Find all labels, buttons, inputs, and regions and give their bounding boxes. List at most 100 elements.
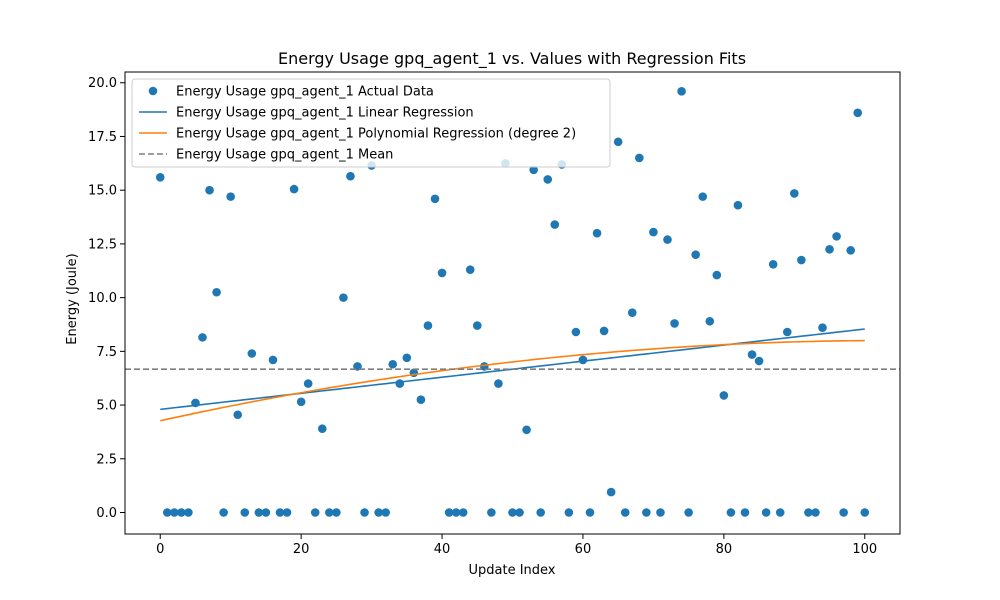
y-tick-label: 5.0 <box>96 399 117 414</box>
data-point <box>684 508 693 517</box>
data-point <box>663 235 672 244</box>
data-point <box>458 508 468 517</box>
data-point <box>613 137 623 147</box>
y-tick-label: 7.5 <box>96 345 117 360</box>
data-point <box>726 508 736 517</box>
data-point <box>853 108 863 118</box>
data-point <box>346 171 355 181</box>
data-point <box>642 508 651 517</box>
data-point <box>381 508 390 517</box>
data-point <box>649 227 658 237</box>
data-point <box>205 185 214 195</box>
data-point <box>599 326 609 336</box>
data-point <box>698 192 708 201</box>
data-point <box>395 379 405 388</box>
x-tick-label: 60 <box>575 542 592 557</box>
data-point <box>339 293 348 302</box>
data-point <box>374 508 383 517</box>
data-point <box>233 410 243 420</box>
data-point <box>578 355 588 365</box>
data-point <box>712 270 722 280</box>
data-point <box>564 508 574 517</box>
y-tick-label: 0.0 <box>96 506 117 521</box>
data-point <box>303 379 313 388</box>
data-point <box>585 508 595 517</box>
data-point <box>430 194 440 204</box>
data-point <box>606 487 616 497</box>
data-point <box>515 508 524 517</box>
legend-label: Energy Usage gpq_agent_1 Mean <box>176 148 393 163</box>
data-point <box>782 327 792 337</box>
y-tick-label: 12.5 <box>88 237 117 252</box>
data-point <box>775 508 785 517</box>
x-tick-label: 20 <box>293 542 310 557</box>
data-point <box>804 508 813 517</box>
y-tick-label: 20.0 <box>88 76 117 91</box>
data-point <box>508 508 517 517</box>
y-tick-label: 17.5 <box>88 130 117 145</box>
data-point <box>571 327 581 337</box>
x-tick-label: 100 <box>852 542 877 557</box>
data-point <box>529 165 538 175</box>
data-point <box>860 508 870 517</box>
data-point <box>296 397 306 407</box>
data-point <box>219 508 228 517</box>
x-tick-label: 80 <box>716 542 733 557</box>
x-tick-label: 40 <box>434 542 451 557</box>
data-point <box>437 268 447 278</box>
y-tick-label: 10.0 <box>88 291 117 306</box>
legend-label: Energy Usage gpq_agent_1 Linear Regressi… <box>176 106 474 121</box>
data-point <box>790 189 799 198</box>
chart-title: Energy Usage gpq_agent_1 vs. Values with… <box>278 49 746 69</box>
data-point <box>487 508 496 517</box>
data-point <box>768 260 778 269</box>
data-point <box>740 508 750 517</box>
data-point <box>825 244 834 254</box>
data-point <box>289 184 299 194</box>
data-point <box>268 355 278 365</box>
data-point <box>656 508 665 517</box>
axes-frame <box>124 71 901 535</box>
data-point <box>761 508 771 517</box>
data-point <box>170 508 179 517</box>
data-point <box>846 246 855 255</box>
data-point <box>444 508 454 517</box>
data-point <box>226 192 235 201</box>
data-point <box>416 395 426 404</box>
data-point <box>691 250 700 259</box>
data-point <box>282 508 292 517</box>
data-point <box>423 321 433 330</box>
y-axis-title: Energy (Joule) <box>65 253 80 344</box>
data-point <box>705 316 715 326</box>
data-point <box>832 232 841 241</box>
data-point <box>811 508 820 517</box>
y-tick-label: 15.0 <box>88 184 117 199</box>
data-point <box>310 508 320 517</box>
data-point <box>627 308 637 317</box>
data-point <box>494 379 503 388</box>
data-point <box>733 200 743 210</box>
legend-box <box>131 78 611 168</box>
data-point <box>325 508 334 517</box>
data-point <box>818 323 827 333</box>
data-point <box>719 391 729 400</box>
data-point <box>240 508 250 517</box>
data-point <box>543 175 553 184</box>
polynomial-regression-line <box>160 339 865 422</box>
data-point <box>522 425 531 435</box>
data-point <box>162 508 172 517</box>
data-point <box>747 350 757 359</box>
data-point <box>184 508 193 517</box>
data-point <box>670 319 679 328</box>
data-point <box>275 508 285 517</box>
data-point <box>620 508 630 517</box>
data-point <box>261 508 271 517</box>
data-point <box>451 508 461 517</box>
data-point <box>550 220 560 229</box>
data-point <box>332 508 341 517</box>
data-point <box>177 508 186 517</box>
data-point <box>635 153 644 163</box>
data-point <box>592 228 602 238</box>
data-point <box>839 508 848 517</box>
